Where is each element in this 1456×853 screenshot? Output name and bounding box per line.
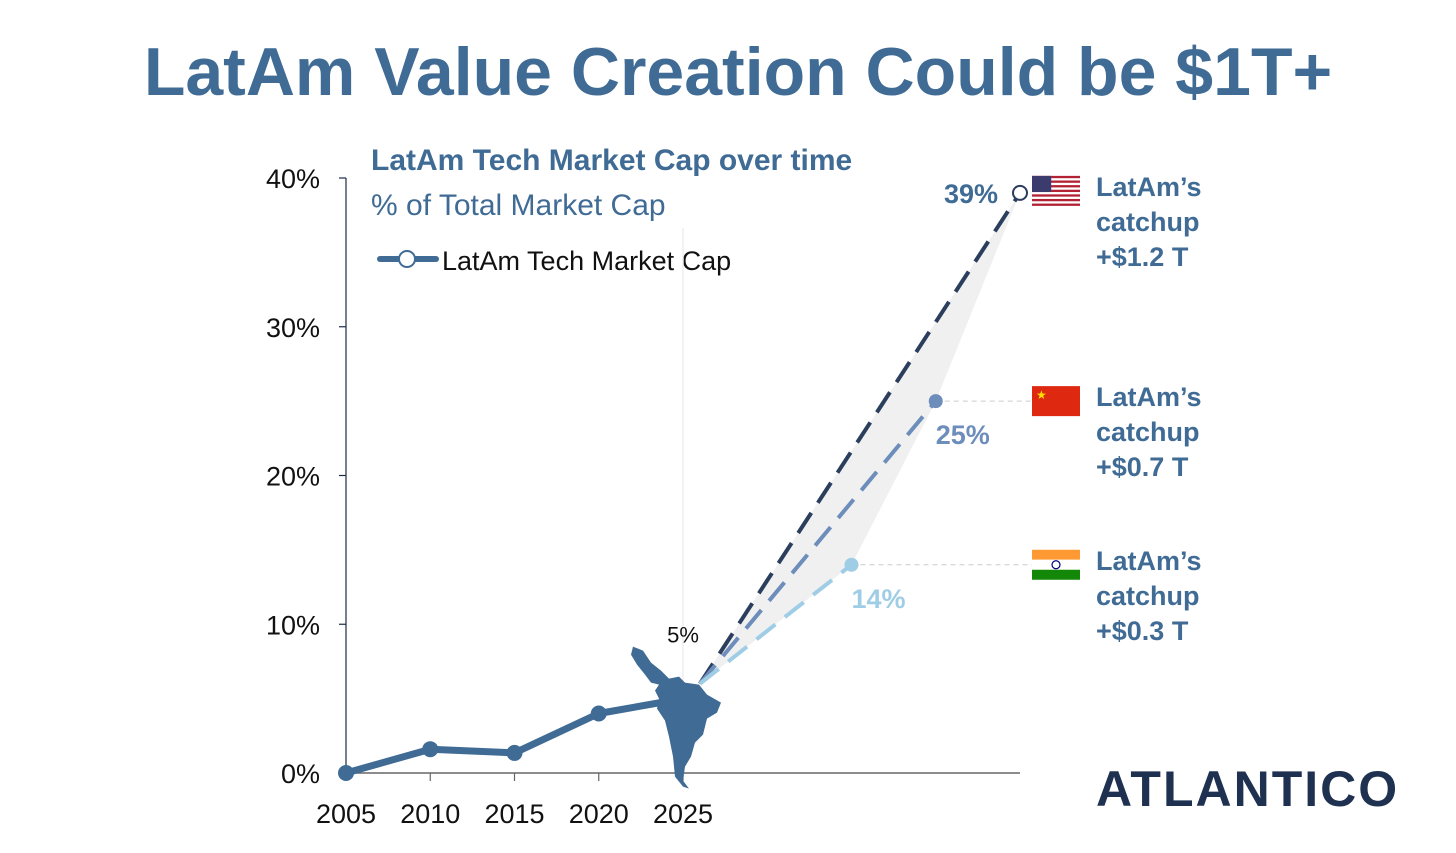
- legend: LatAm Tech Market Cap: [377, 246, 731, 276]
- x-tick-label: 2020: [569, 799, 629, 829]
- x-tick-label: 2015: [484, 799, 544, 829]
- y-tick-label: 10%: [266, 610, 320, 640]
- scenario-note: +$0.3 T: [1096, 616, 1189, 646]
- data-point: [590, 705, 607, 722]
- us-flag: [1032, 175, 1080, 179]
- latam-map-icon: [631, 646, 721, 789]
- scenario-label: 14%: [852, 584, 906, 614]
- y-tick-label: 30%: [266, 313, 320, 343]
- projection-line-india: [698, 563, 853, 686]
- projection-point: [844, 557, 859, 572]
- x-tick-label: 2010: [400, 799, 460, 829]
- chart-subtitle: % of Total Market Cap: [371, 189, 666, 222]
- india-flag: [1032, 549, 1080, 560]
- us-flag: [1032, 180, 1080, 183]
- scenario-label: 25%: [936, 420, 990, 450]
- logo: ATLANTICO: [1096, 761, 1399, 817]
- legend-label: LatAm Tech Market Cap: [442, 246, 731, 276]
- projection-line-china: [698, 399, 938, 686]
- x-tick-label: 2025: [653, 799, 713, 829]
- x-tick-label: 2005: [316, 799, 376, 829]
- us-flag: [1032, 185, 1080, 188]
- us-flag: [1032, 198, 1080, 202]
- us-flag: [1032, 203, 1080, 206]
- us-flag: [1032, 194, 1080, 197]
- data-point: [422, 741, 439, 758]
- series-line: [345, 695, 684, 777]
- india-flag: [1032, 559, 1080, 570]
- projection-line-us: [698, 191, 1022, 685]
- scenario-note: +$0.7 T: [1096, 452, 1189, 482]
- scenario-note: catchup: [1096, 417, 1200, 447]
- page-title: LatAm Value Creation Could be $1T+: [144, 34, 1332, 110]
- scenario-note: +$1.2 T: [1096, 242, 1189, 272]
- projection-point: [1012, 184, 1028, 201]
- china-flag: ★: [1036, 388, 1047, 402]
- scenario-label: 39%: [944, 179, 998, 209]
- china-flag: [1032, 386, 1080, 417]
- us-flag: [1032, 175, 1052, 193]
- scenario-note: LatAm’s: [1096, 172, 1202, 202]
- data-point: [506, 744, 523, 761]
- india-flag: [1051, 560, 1061, 570]
- scenario-note: catchup: [1096, 207, 1200, 237]
- current-value-label: 5%: [667, 623, 699, 648]
- data-point: [338, 765, 354, 781]
- projection-point: [928, 394, 943, 409]
- us-flag: [1032, 189, 1080, 193]
- scenario-note: LatAm’s: [1096, 546, 1202, 576]
- scenario-note: LatAm’s: [1096, 382, 1202, 412]
- y-tick-label: 0%: [281, 759, 320, 789]
- y-tick-label: 20%: [266, 462, 320, 492]
- y-tick-label: 40%: [266, 164, 320, 194]
- chart-title: LatAm Tech Market Cap over time: [371, 144, 852, 177]
- india-flag: [1032, 569, 1080, 580]
- scenario-note: catchup: [1096, 581, 1200, 611]
